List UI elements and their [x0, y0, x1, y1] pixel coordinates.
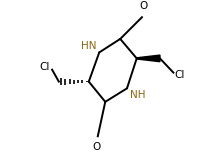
Text: O: O [92, 142, 100, 152]
Text: HN: HN [81, 41, 96, 51]
Text: Cl: Cl [39, 62, 50, 72]
Text: O: O [139, 1, 148, 11]
Text: Cl: Cl [174, 70, 185, 80]
Text: NH: NH [130, 90, 145, 100]
Polygon shape [137, 55, 160, 62]
